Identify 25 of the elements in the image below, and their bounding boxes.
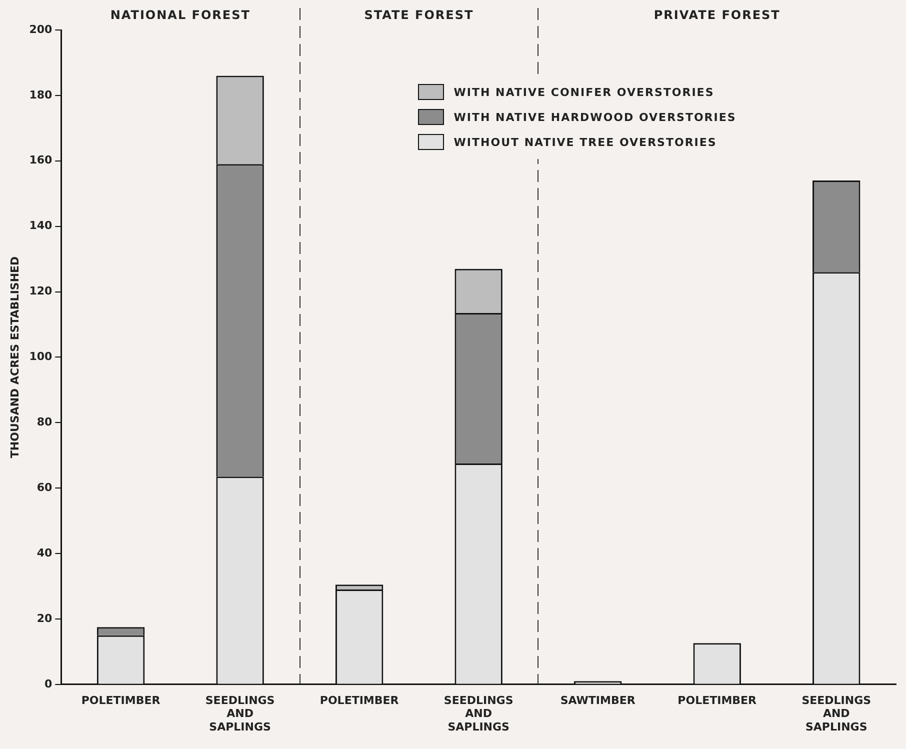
x-tick-label: POLETIMBER xyxy=(678,694,758,707)
y-axis-title: THOUSAND ACRES ESTABLISHED xyxy=(8,256,22,458)
y-tick-label: 180 xyxy=(29,88,52,102)
x-tick-label: POLETIMBER xyxy=(81,694,161,707)
x-tick-label: SAWTIMBER xyxy=(560,694,636,707)
y-tick-label: 40 xyxy=(36,546,53,560)
x-tick-label: POLETIMBER xyxy=(320,694,400,707)
y-tick-label: 60 xyxy=(36,480,53,494)
text: PRIVATE FOREST xyxy=(654,8,780,22)
legend-label: WITHOUT NATIVE TREE OVERSTORIES xyxy=(454,136,717,148)
x-tick-label: SEEDLINGS AND SAPLINGS xyxy=(205,694,275,734)
y-tick-label: 80 xyxy=(36,416,53,428)
y-tick-label: 160 xyxy=(29,154,52,167)
y-tick-label: 120 xyxy=(29,284,52,298)
legend-label: WITH NATIVE HARDWOOD OVERSTORIES xyxy=(454,110,736,124)
y-tick-label: 0 xyxy=(44,677,53,690)
text: NATIONAL FOREST xyxy=(110,8,250,22)
y-tick-label: 100 xyxy=(29,350,52,364)
y-tick-label: 200 xyxy=(29,22,52,36)
legend-label: WITH NATIVE CONIFER OVERSTORIES xyxy=(454,86,714,98)
text: STATE FOREST xyxy=(364,8,474,22)
y-tick-label: 20 xyxy=(36,612,53,625)
x-tick-label: SEEDLINGS AND SAPLINGS xyxy=(802,694,872,734)
x-tick-label: SEEDLINGS AND SAPLINGS xyxy=(444,694,514,734)
y-tick-label: 140 xyxy=(29,219,52,232)
